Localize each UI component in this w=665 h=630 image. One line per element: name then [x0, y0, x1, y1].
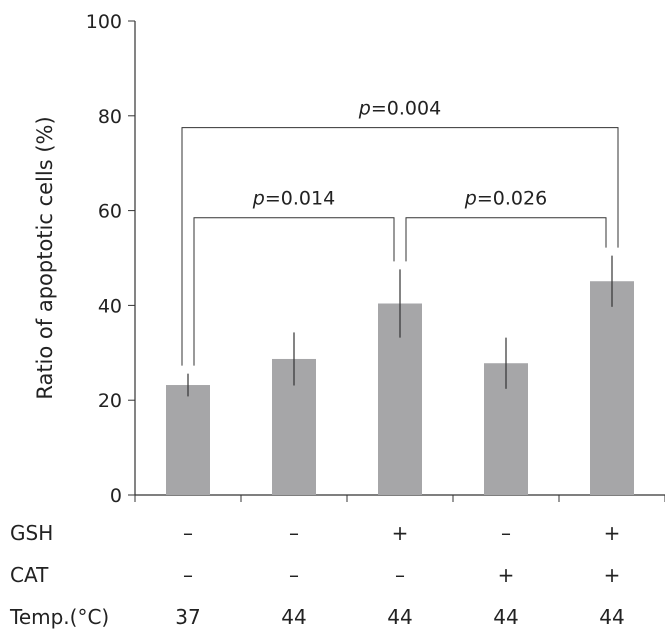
significance-brackets: p=0.014 p=0.026 p=0.004 [181, 98, 619, 366]
y-tick-label: 80 [98, 106, 122, 128]
condition-table: GSH – – + – + CAT – – – + + Temp.(°C) 37 44 44 44 44 [9, 521, 625, 629]
condition-value: 44 [387, 605, 412, 629]
condition-value: 44 [599, 605, 624, 629]
p-value-label: p=0.026 [464, 188, 547, 210]
y-tick-label: 60 [98, 201, 122, 223]
p-value-label: p=0.014 [252, 188, 335, 210]
y-tick-label: 40 [98, 295, 122, 317]
significance-bracket [193, 217, 395, 366]
condition-value: – [289, 521, 299, 545]
error-bars [187, 255, 613, 397]
condition-value: + [392, 521, 409, 545]
y-tick-label: 0 [110, 485, 122, 507]
condition-row-label: CAT [10, 563, 49, 587]
axes: 0 20 40 60 80 100 [86, 11, 665, 507]
p-value-label: p=0.004 [358, 98, 441, 120]
condition-row-label: GSH [10, 521, 53, 545]
condition-value: – [501, 521, 511, 545]
bar [166, 385, 210, 495]
y-tick-label: 20 [98, 390, 122, 412]
condition-value: 44 [493, 605, 518, 629]
condition-value: – [289, 563, 299, 587]
condition-value: + [604, 521, 621, 545]
condition-value: + [604, 563, 621, 587]
y-axis-label: Ratio of apoptotic cells (%) [33, 116, 57, 399]
y-tick-label: 100 [86, 11, 122, 33]
condition-value: 44 [281, 605, 306, 629]
bar [590, 281, 634, 495]
condition-value: – [183, 521, 193, 545]
condition-value: + [498, 563, 515, 587]
condition-value: – [183, 563, 193, 587]
condition-row-label: Temp.(°C) [9, 605, 109, 629]
significance-bracket [181, 127, 619, 366]
significance-bracket [405, 217, 607, 262]
condition-value: – [395, 563, 405, 587]
condition-value: 37 [175, 605, 200, 629]
